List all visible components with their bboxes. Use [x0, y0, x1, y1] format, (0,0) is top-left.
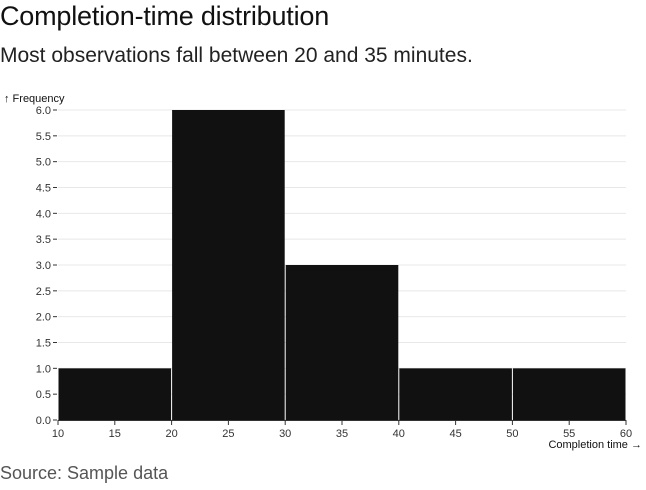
- x-tick-label: 40: [393, 428, 405, 440]
- x-axis: 10 15 20 25 30 35 40 45 50 55 60: [52, 420, 632, 440]
- x-tick-label: 50: [506, 428, 518, 440]
- y-tick-label: 4.5: [36, 183, 51, 195]
- x-tick-label: 35: [336, 428, 348, 440]
- y-axis: 0.0 0.5 1.0 1.5 2.0 2.5 3.0 3.5 4.0 4.5 5.0 5.5 6.0: [36, 105, 57, 427]
- y-tick-label: 0.5: [36, 389, 51, 401]
- x-tick-label: 25: [222, 428, 234, 440]
- histogram-bar-0: [58, 368, 172, 420]
- histogram-chart: 0.00.51.01.52.02.53.03.54.04.55.05.56.0 …: [4, 93, 642, 451]
- histogram-bar-3: [399, 368, 512, 420]
- x-tick-label: 15: [109, 428, 121, 440]
- chart-title: Completion-time distribution: [0, 1, 330, 31]
- y-tick-label: 0.0: [36, 415, 51, 427]
- x-tick-label: 10: [52, 428, 64, 440]
- x-tick-label: 55: [563, 428, 575, 440]
- y-tick-label: 2.0: [36, 312, 51, 324]
- source-note: Source: Sample data: [0, 463, 169, 483]
- y-tick-label: 3.0: [36, 260, 51, 272]
- y-tick-label: 3.5: [36, 234, 51, 246]
- y-tick-label: 5.5: [36, 131, 51, 143]
- y-tick-label: 5.0: [36, 157, 51, 169]
- y-tick-label: 6.0: [36, 105, 51, 117]
- x-tick-label: 20: [165, 428, 177, 440]
- y-tick-label: 4.0: [36, 208, 51, 220]
- y-tick-label: 1.5: [36, 338, 51, 350]
- histogram-bar-2: [285, 265, 399, 420]
- histogram-bars: [58, 110, 626, 420]
- chart-subtitle: Most observations fall between 20 and 35…: [0, 44, 473, 67]
- histogram-bar-4: [512, 368, 626, 420]
- histogram-bar-1: [172, 110, 285, 420]
- y-tick-label: 2.5: [36, 286, 51, 298]
- x-tick-label: 30: [279, 428, 291, 440]
- y-axis-label: ↑ Frequency: [4, 93, 65, 105]
- x-tick-label: 60: [620, 428, 632, 440]
- x-axis-label: Completion time →: [548, 439, 642, 451]
- y-tick-label: 1.0: [36, 363, 51, 375]
- x-tick-label: 45: [449, 428, 461, 440]
